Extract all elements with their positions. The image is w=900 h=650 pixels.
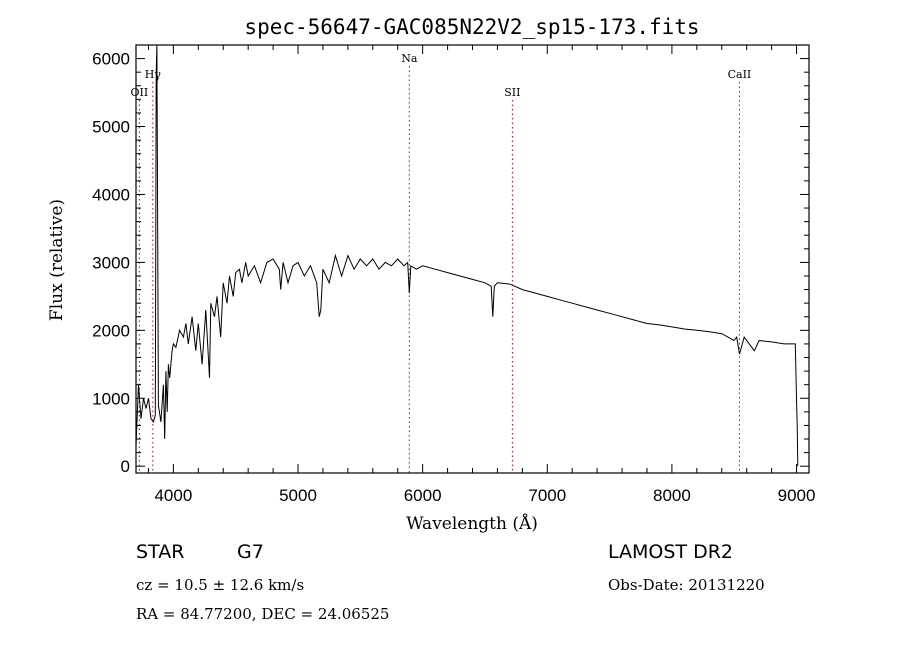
info-block: STAR G7 LAMOST DR2 cz = 10.5 ± 12.6 km/s… bbox=[136, 541, 765, 623]
line-marker-label: CaII bbox=[728, 68, 752, 81]
emission-line-markers: OII Hγ Na SII CaII bbox=[131, 52, 752, 473]
y-tick-label: 6000 bbox=[92, 50, 130, 69]
x-tick-label: 5000 bbox=[279, 486, 317, 505]
line-marker-label: Hγ bbox=[145, 68, 162, 81]
x-tick-label: 8000 bbox=[653, 486, 691, 505]
y-tick-label: 3000 bbox=[92, 253, 130, 272]
object-type: STAR bbox=[136, 541, 184, 563]
chart-title: spec-56647-GAC085N22V2_sp15-173.fits bbox=[244, 15, 699, 39]
x-axis-ticks: 4000 5000 6000 7000 8000 9000 bbox=[147, 45, 816, 505]
coordinates: RA = 84.77200, DEC = 24.06525 bbox=[136, 605, 389, 623]
y-tick-label: 2000 bbox=[92, 321, 130, 340]
subclass: G7 bbox=[237, 541, 264, 563]
line-marker-label: Na bbox=[401, 52, 418, 65]
line-marker-label: OII bbox=[131, 86, 149, 99]
plot-frame bbox=[135, 44, 810, 474]
x-tick-label: 9000 bbox=[778, 486, 816, 505]
x-axis-label: Wavelength (Å) bbox=[406, 513, 538, 534]
line-marker-label: SII bbox=[504, 86, 520, 99]
survey-name: LAMOST DR2 bbox=[608, 541, 733, 563]
obs-date: Obs-Date: 20131220 bbox=[608, 576, 765, 594]
redshift: cz = 10.5 ± 12.6 km/s bbox=[136, 576, 304, 594]
x-tick-label: 7000 bbox=[528, 486, 566, 505]
y-axis-ticks: 0 1000 2000 3000 4000 5000 6000 bbox=[92, 50, 809, 476]
x-tick-label: 6000 bbox=[404, 486, 442, 505]
y-axis-label: Flux (relative) bbox=[47, 199, 67, 321]
y-tick-label: 0 bbox=[121, 457, 130, 476]
x-tick-label: 4000 bbox=[154, 486, 192, 505]
spectrum-line bbox=[135, 44, 799, 467]
y-tick-label: 4000 bbox=[92, 185, 130, 204]
y-tick-label: 5000 bbox=[92, 118, 130, 137]
y-tick-label: 1000 bbox=[92, 389, 130, 408]
